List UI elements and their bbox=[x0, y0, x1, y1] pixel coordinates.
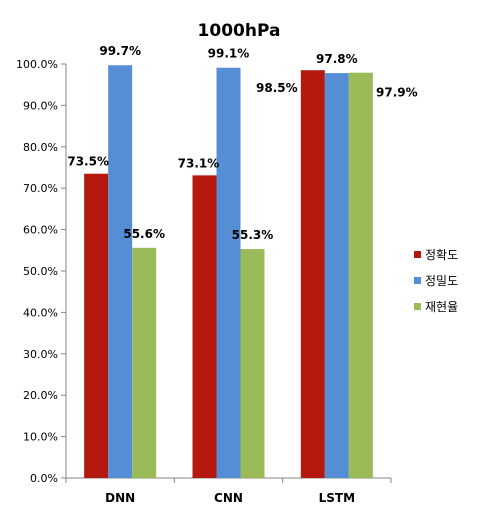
y-tick-label: 80.0% bbox=[23, 141, 58, 154]
data-label: 73.5% bbox=[67, 155, 109, 169]
y-tick-label: 20.0% bbox=[23, 389, 58, 402]
bar bbox=[324, 73, 349, 478]
bar bbox=[240, 249, 265, 478]
bar bbox=[132, 247, 157, 478]
chart-title: 1000hPa bbox=[198, 21, 281, 41]
legend-swatch bbox=[414, 303, 421, 310]
legend-swatch bbox=[414, 277, 421, 284]
legend-label: 정확도 bbox=[425, 248, 458, 262]
category-label: DNN bbox=[105, 491, 135, 505]
y-tick-label: 70.0% bbox=[23, 182, 58, 195]
data-label: 98.5% bbox=[256, 81, 298, 95]
axes: 0.0% 10.0% 20.0% 30.0% 40.0% 50.0% 60.0% 70.0% 8… bbox=[16, 58, 392, 505]
data-label: 73.1% bbox=[178, 156, 220, 170]
bar bbox=[300, 70, 325, 479]
data-label: 55.6% bbox=[123, 227, 165, 241]
category-label: CNN bbox=[214, 491, 243, 505]
y-tick-label: 40.0% bbox=[23, 306, 58, 319]
bar bbox=[192, 175, 217, 478]
bar bbox=[108, 65, 133, 478]
category-label: LSTM bbox=[319, 491, 355, 505]
bar bbox=[84, 173, 109, 478]
data-label: 99.7% bbox=[99, 44, 141, 58]
data-label: 97.8% bbox=[316, 52, 358, 66]
y-tick-label: 100.0% bbox=[16, 58, 58, 71]
data-label: 99.1% bbox=[208, 47, 250, 61]
legend-label: 재현율 bbox=[425, 300, 458, 314]
bar bbox=[348, 72, 373, 478]
data-label: 55.3% bbox=[232, 228, 274, 242]
bar bbox=[216, 67, 241, 478]
data-labels: 73.5% 99.7% 55.6% 73.1% 99.1% 55.3% 98.5% 97.8%… bbox=[67, 44, 417, 242]
legend-label: 정밀도 bbox=[425, 274, 458, 288]
y-tick-label: 0.0% bbox=[30, 472, 58, 485]
legend-swatch bbox=[414, 251, 421, 258]
y-tick-label: 60.0% bbox=[23, 224, 58, 237]
y-tick-label: 10.0% bbox=[23, 431, 58, 444]
bars bbox=[84, 65, 373, 479]
y-tick-label: 90.0% bbox=[23, 99, 58, 112]
y-tick-label: 50.0% bbox=[23, 265, 58, 278]
y-tick-label: 30.0% bbox=[23, 348, 58, 361]
data-label: 97.9% bbox=[376, 86, 418, 100]
